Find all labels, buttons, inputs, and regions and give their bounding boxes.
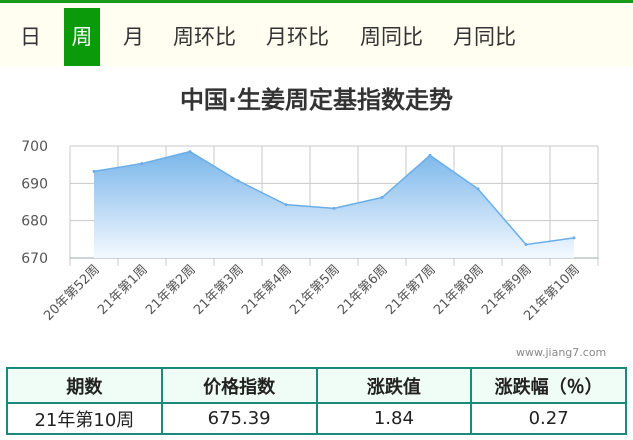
- period-tab-bar: 日 周 月 周环比 月环比 周同比 月同比: [0, 0, 633, 66]
- cell-change-value: 1.84: [315, 402, 473, 435]
- x-tick-label: 21年第7周: [383, 262, 439, 318]
- header-price-index: 价格指数: [160, 367, 318, 404]
- index-trend-chart: 67068069070020年第52周21年第1周21年第2周21年第3周21年…: [21, 139, 599, 324]
- data-point: [236, 179, 240, 183]
- y-tick-label: 700: [21, 139, 48, 155]
- x-tick-label: 21年第2周: [143, 262, 199, 318]
- data-point: [140, 162, 144, 166]
- tab-month-on-month[interactable]: 月环比: [266, 25, 329, 49]
- data-point: [188, 150, 192, 154]
- header-change-value: 涨跌值: [315, 367, 473, 404]
- cell-change-percent: 0.27: [470, 402, 627, 435]
- x-tick-label: 21年第6周: [335, 262, 391, 318]
- data-point: [380, 196, 384, 200]
- tab-month[interactable]: 月: [123, 25, 144, 49]
- x-tick-label: 20年第52周: [41, 262, 103, 324]
- x-tick-label: 21年第5周: [287, 262, 343, 318]
- cell-price-index: 675.39: [160, 402, 318, 435]
- y-tick-label: 690: [21, 176, 48, 192]
- y-tick-label: 680: [21, 214, 48, 230]
- series-area: [94, 151, 574, 258]
- summary-header-row: 期数 价格指数 涨跌值 涨跌幅（％）: [6, 367, 627, 404]
- summary-table: 期数 价格指数 涨跌值 涨跌幅（％） 21年第10周 675.39 1.84 0…: [6, 367, 627, 435]
- data-point: [476, 187, 480, 191]
- data-point: [332, 206, 336, 210]
- data-point: [284, 203, 288, 207]
- x-tick-label: 21年第4周: [239, 262, 295, 318]
- watermark: www.jiang7.com: [516, 346, 607, 359]
- header-change-percent: 涨跌幅（％）: [470, 367, 627, 404]
- data-point: [572, 236, 576, 240]
- data-point: [92, 169, 96, 173]
- table-row: 21年第10周 675.39 1.84 0.27: [6, 402, 627, 435]
- tab-day[interactable]: 日: [20, 25, 41, 49]
- x-tick-label: 21年第3周: [191, 262, 247, 318]
- y-tick-label: 670: [21, 251, 48, 267]
- data-point: [524, 243, 528, 247]
- x-tick-label: 21年第8周: [431, 262, 487, 318]
- x-tick-label: 21年第1周: [95, 262, 151, 318]
- tab-week-year-on-year[interactable]: 周同比: [360, 25, 423, 49]
- tab-week[interactable]: 周: [64, 8, 100, 66]
- chart-title: 中国·生姜周定基指数走势: [179, 86, 454, 114]
- tab-month-year-on-year[interactable]: 月同比: [453, 25, 516, 49]
- cell-period: 21年第10周: [6, 402, 163, 435]
- data-point: [428, 153, 432, 157]
- tab-week-on-week[interactable]: 周环比: [173, 25, 236, 49]
- header-period: 期数: [6, 367, 163, 404]
